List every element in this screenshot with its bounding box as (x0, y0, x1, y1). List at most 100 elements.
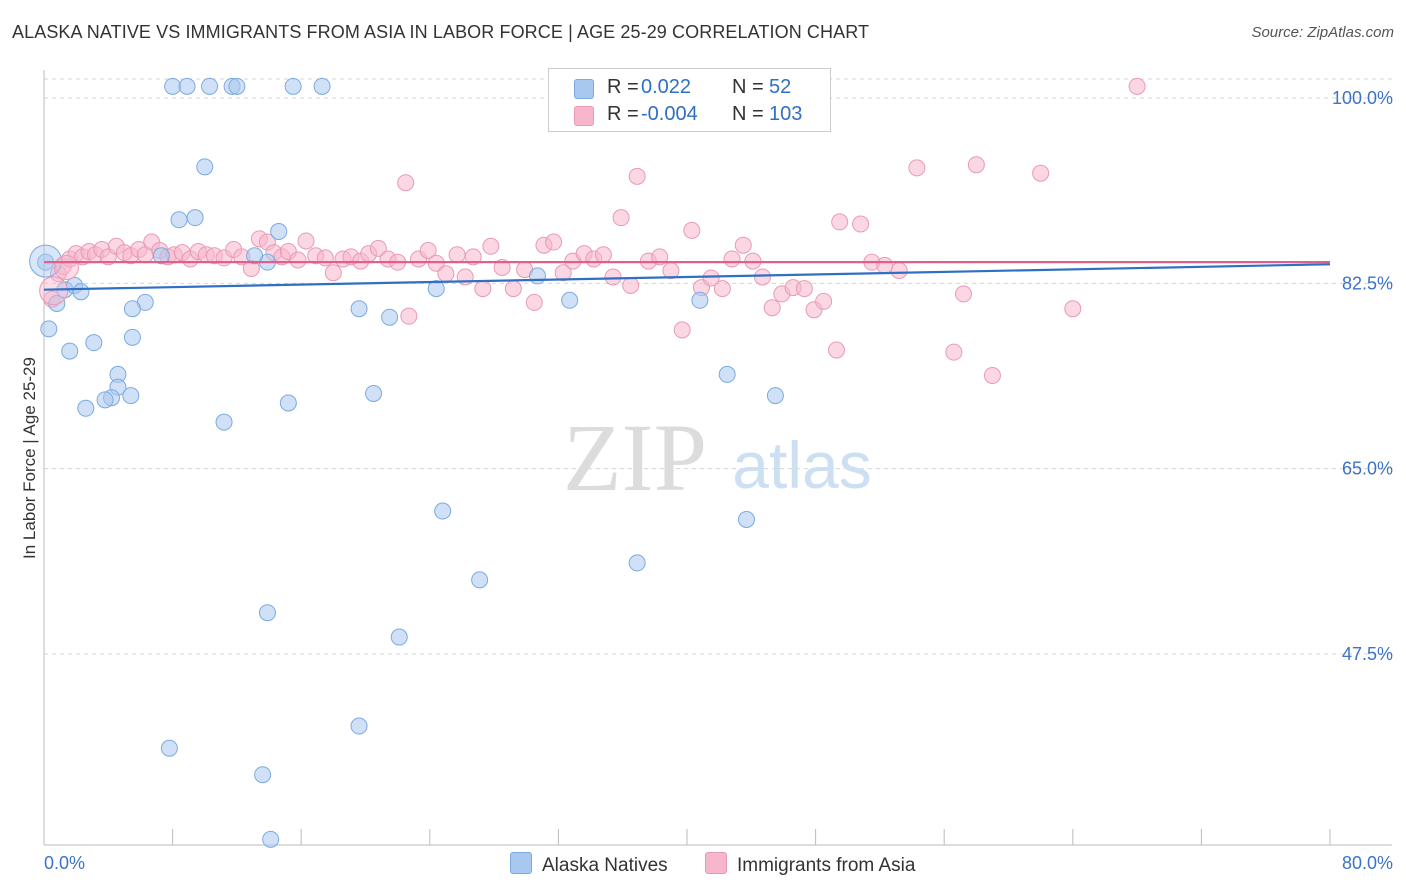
immigrants-from-asia-point (1128, 77, 1146, 95)
alaska-natives-point (123, 328, 141, 346)
immigrants-from-asia-point (289, 251, 307, 269)
immigrants-from-asia-point (908, 159, 926, 177)
immigrants-from-asia-point (397, 174, 415, 192)
immigrants-from-asia-point (604, 268, 622, 286)
immigrants-from-asia-point (1064, 300, 1082, 318)
alaska-natives-point (529, 267, 547, 285)
r-label: R = (607, 103, 639, 125)
alaska-natives-point (390, 628, 408, 646)
watermark-atlas: atlas (732, 428, 871, 502)
alaska-natives-point (96, 391, 114, 409)
alaska-natives-point (72, 283, 90, 301)
immigrants-from-asia-point (437, 265, 455, 283)
legend-swatch-blue (574, 79, 594, 99)
y-tick-label: 100.0% (1332, 88, 1393, 108)
alaska-natives-trend-line (43, 263, 1331, 291)
immigrants-from-asia-point (754, 268, 772, 286)
series-legend: Alaska Natives Immigrants from Asia (0, 852, 1406, 878)
watermark-zip: ZIP (563, 404, 707, 511)
alaska-natives-point (718, 365, 736, 383)
alaska-natives-point (350, 300, 368, 318)
alaska-natives-point (178, 77, 196, 95)
tick-labels: 47.5% 65.0% 82.5% 100.0% 0.0% 80.0% (44, 88, 1393, 873)
immigrants-from-asia-point (713, 280, 731, 298)
alaska-natives-point (160, 739, 178, 757)
alaska-natives-point (254, 766, 272, 784)
immigrants-from-asia-point (723, 250, 741, 268)
immigrants-from-asia-point (419, 242, 437, 260)
alaska-natives-point (737, 511, 755, 529)
immigrants-from-asia-point (876, 256, 894, 274)
alaska-natives-point (434, 502, 452, 520)
watermark: ZIP atlas (563, 404, 872, 511)
immigrants-from-asia-point (628, 167, 646, 185)
alaska-natives-point (471, 571, 489, 589)
legend-row-alaska-natives: R = 0.022 N = 52 (549, 73, 830, 101)
alaska-natives-point (365, 384, 383, 402)
alaska-natives-point (85, 334, 103, 352)
alaska-natives-point (350, 717, 368, 735)
alaska-natives-point (258, 604, 276, 622)
alaska-natives-point (246, 247, 264, 265)
alaska-natives-point (215, 413, 233, 431)
immigrants-from-asia-point (852, 215, 870, 233)
immigrants-from-asia-point (612, 209, 630, 227)
immigrants-from-asia-point (954, 285, 972, 303)
immigrants-from-asia-point (827, 341, 845, 359)
immigrants-from-asia-point (448, 246, 466, 264)
alaska-natives-point (381, 308, 399, 326)
immigrants-from-asia-point (594, 246, 612, 264)
y-tick-label: 82.5% (1342, 273, 1393, 293)
alaska-natives-point (196, 158, 214, 176)
alaska-natives-point (427, 280, 445, 298)
alaska-natives-point (122, 387, 140, 405)
immigrants-from-asia-point (734, 236, 752, 254)
n-value: 103 (769, 103, 803, 125)
alaska-natives-point (164, 77, 182, 95)
legend-label: Alaska Natives (542, 855, 668, 876)
immigrants-from-asia-point (890, 262, 908, 280)
alaska-natives-point (561, 291, 579, 309)
immigrants-from-asia-point (651, 248, 669, 266)
alaska-natives-point (61, 342, 79, 360)
y-tick-label: 47.5% (1342, 644, 1393, 664)
immigrants-from-asia-point (763, 299, 781, 317)
r-value: 0.022 (641, 76, 692, 98)
immigrants-from-asia-point (673, 321, 691, 339)
immigrants-from-asia-point (983, 366, 1001, 384)
immigrants-from-asia-point (831, 213, 849, 231)
immigrants-from-asia-point (482, 237, 500, 255)
grid-lines (44, 78, 1392, 655)
alaska-natives-point (284, 77, 302, 95)
immigrants-from-asia-point (1032, 164, 1050, 182)
correlation-legend: R = 0.022 N = 52 R = -0.004 N = 103 (548, 68, 831, 132)
axes (43, 70, 1392, 846)
immigrants-from-asia-point (945, 343, 963, 361)
immigrants-from-asia-point (815, 292, 833, 310)
immigrants-from-asia-point (297, 232, 315, 250)
r-label: R = (607, 76, 639, 98)
legend-item-alaska-natives[interactable]: Alaska Natives (510, 852, 668, 877)
immigrants-from-asia-point (324, 264, 342, 282)
alaska-natives-point (77, 399, 95, 417)
y-tick-label: 65.0% (1342, 459, 1393, 479)
legend-swatch-blue (510, 852, 532, 874)
immigrants-from-asia-point (554, 264, 572, 282)
alaska-natives-point (186, 209, 204, 227)
n-label: N = (732, 103, 764, 125)
trend-lines (43, 261, 1331, 291)
alaska-natives-point (228, 77, 246, 95)
immigrants-from-asia-point (683, 221, 701, 239)
legend-item-immigrants-from-asia[interactable]: Immigrants from Asia (705, 852, 915, 877)
alaska-natives-point (152, 247, 170, 265)
immigrants-from-asia-point (622, 276, 640, 294)
immigrants-from-asia-point (545, 233, 563, 251)
source-label: Source: ZipAtlas.com (1251, 24, 1394, 41)
legend-swatch-pink (705, 852, 727, 874)
x-tick-label: 0.0% (44, 853, 85, 873)
alaska-natives-point (691, 291, 709, 309)
immigrants-from-asia-point (54, 254, 80, 280)
alaska-natives-point (262, 830, 280, 848)
r-value: -0.004 (641, 103, 698, 125)
